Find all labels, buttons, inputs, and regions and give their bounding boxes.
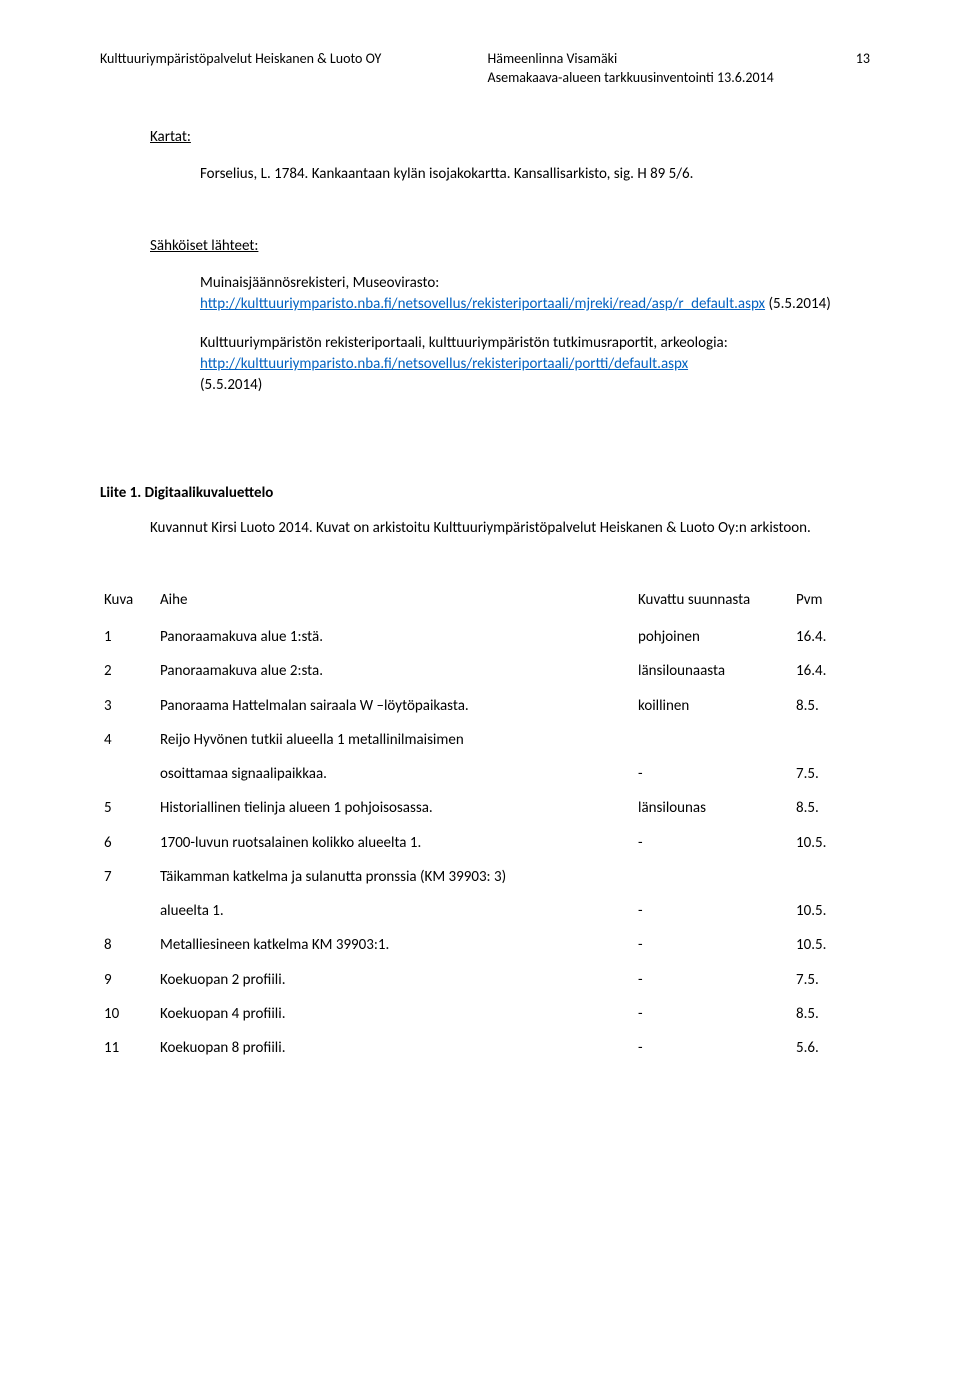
cell-dir: - xyxy=(634,894,792,928)
cell-dir: - xyxy=(634,928,792,962)
table-row: 4Reijo Hyvönen tutkii alueella 1 metalli… xyxy=(100,723,870,757)
table-row: 8Metalliesineen katkelma KM 39903:1.-10.… xyxy=(100,928,870,962)
table-row: alueelta 1.-10.5. xyxy=(100,894,870,928)
cell-pvm: 7.5. xyxy=(792,757,870,791)
cell-pvm: 10.5. xyxy=(792,928,870,962)
cell-aihe: Panoraamakuva alue 1:stä. xyxy=(156,620,634,654)
sahkoiset-entry-2: Kulttuuriympäristön rekisteriportaali, k… xyxy=(200,333,870,396)
cell-dir xyxy=(634,860,792,894)
cell-pvm: 16.4. xyxy=(792,654,870,688)
cell-kuva: 5 xyxy=(100,791,156,825)
table-row: 2Panoraamakuva alue 2:sta.länsilounaasta… xyxy=(100,654,870,688)
header-center: Hämeenlinna Visamäki Asemakaava-alueen t… xyxy=(448,50,774,88)
cell-aihe: Koekuopan 8 profiili. xyxy=(156,1031,634,1065)
cell-pvm: 8.5. xyxy=(792,791,870,825)
th-dir: Kuvattu suunnasta xyxy=(634,583,792,620)
table-row: 11Koekuopan 8 profiili.-5.6. xyxy=(100,1031,870,1065)
header-left: Kulttuuriympäristöpalvelut Heiskanen & L… xyxy=(100,50,381,88)
table-row: 7Täikamman katkelma ja sulanutta pronssi… xyxy=(100,860,870,894)
cell-aihe: Koekuopan 2 profiili. xyxy=(156,963,634,997)
th-kuva: Kuva xyxy=(100,583,156,620)
cell-dir: - xyxy=(634,963,792,997)
cell-aihe: Panoraamakuva alue 2:sta. xyxy=(156,654,634,688)
kartat-heading: Kartat: xyxy=(150,128,870,146)
header-title: Hämeenlinna Visamäki xyxy=(488,50,774,69)
th-pvm: Pvm xyxy=(792,583,870,620)
cell-dir: koillinen xyxy=(634,689,792,723)
cell-kuva: 3 xyxy=(100,689,156,723)
cell-pvm: 10.5. xyxy=(792,894,870,928)
sahkoiset-entry-1: Muinaisjäännösrekisteri, Museovirasto: h… xyxy=(200,273,870,315)
cell-dir xyxy=(634,723,792,757)
entry2-date: (5.5.2014) xyxy=(200,376,262,394)
cell-aihe: Reijo Hyvönen tutkii alueella 1 metallin… xyxy=(156,723,634,757)
kartat-entry: Forselius, L. 1784. Kankaantaan kylän is… xyxy=(200,164,870,185)
cell-kuva xyxy=(100,757,156,791)
cell-pvm: 8.5. xyxy=(792,689,870,723)
cell-kuva: 1 xyxy=(100,620,156,654)
cell-dir: pohjoinen xyxy=(634,620,792,654)
entry2-text: Kulttuuriympäristön rekisteriportaali, k… xyxy=(200,334,728,352)
th-aihe: Aihe xyxy=(156,583,634,620)
table-row: 10Koekuopan 4 profiili.-8.5. xyxy=(100,997,870,1031)
kartat-section: Kartat: Forselius, L. 1784. Kankaantaan … xyxy=(150,128,870,185)
cell-pvm: 10.5. xyxy=(792,826,870,860)
cell-dir: - xyxy=(634,1031,792,1065)
cell-aihe: 1700-luvun ruotsalainen kolikko alueelta… xyxy=(156,826,634,860)
entry1-link[interactable]: http://kulttuuriymparisto.nba.fi/netsove… xyxy=(200,295,765,313)
cell-dir: - xyxy=(634,757,792,791)
table-row: 3Panoraama Hattelmalan sairaala W –löytö… xyxy=(100,689,870,723)
liite-title: Liite 1. Digitaalikuvaluettelo xyxy=(100,484,870,502)
cell-pvm: 8.5. xyxy=(792,997,870,1031)
cell-aihe: osoittamaa signaalipaikkaa. xyxy=(156,757,634,791)
cell-kuva: 10 xyxy=(100,997,156,1031)
table-row: 5Historiallinen tielinja alueen 1 pohjoi… xyxy=(100,791,870,825)
entry1-date: (5.5.2014) xyxy=(765,295,831,313)
cell-pvm: 5.6. xyxy=(792,1031,870,1065)
table-row: 9Koekuopan 2 profiili.-7.5. xyxy=(100,963,870,997)
cell-aihe: Panoraama Hattelmalan sairaala W –löytöp… xyxy=(156,689,634,723)
cell-pvm xyxy=(792,860,870,894)
cell-kuva: 9 xyxy=(100,963,156,997)
cell-kuva: 8 xyxy=(100,928,156,962)
table-header-row: Kuva Aihe Kuvattu suunnasta Pvm xyxy=(100,583,870,620)
cell-kuva xyxy=(100,894,156,928)
cell-aihe: Täikamman katkelma ja sulanutta pronssia… xyxy=(156,860,634,894)
table-row: 1Panoraamakuva alue 1:stä.pohjoinen16.4. xyxy=(100,620,870,654)
cell-kuva: 7 xyxy=(100,860,156,894)
cell-kuva: 6 xyxy=(100,826,156,860)
header-subtitle: Asemakaava-alueen tarkkuusinventointi 13… xyxy=(488,69,774,88)
cell-pvm: 16.4. xyxy=(792,620,870,654)
cell-pvm: 7.5. xyxy=(792,963,870,997)
cell-aihe: Metalliesineen katkelma KM 39903:1. xyxy=(156,928,634,962)
cell-kuva: 2 xyxy=(100,654,156,688)
page-number: 13 xyxy=(840,50,870,88)
cell-dir: länsilounaasta xyxy=(634,654,792,688)
cell-aihe: Historiallinen tielinja alueen 1 pohjois… xyxy=(156,791,634,825)
cell-kuva: 4 xyxy=(100,723,156,757)
sahkoiset-heading: Sähköiset lähteet: xyxy=(150,237,870,255)
cell-kuva: 11 xyxy=(100,1031,156,1065)
cell-dir: - xyxy=(634,997,792,1031)
sahkoiset-section: Sähköiset lähteet: Muinaisjäännösrekiste… xyxy=(150,237,870,396)
liite-intro: Kuvannut Kirsi Luoto 2014. Kuvat on arki… xyxy=(150,518,870,539)
table-row: osoittamaa signaalipaikkaa.-7.5. xyxy=(100,757,870,791)
photo-table: Kuva Aihe Kuvattu suunnasta Pvm 1Panoraa… xyxy=(100,583,870,1066)
table-row: 61700-luvun ruotsalainen kolikko alueelt… xyxy=(100,826,870,860)
cell-aihe: Koekuopan 4 profiili. xyxy=(156,997,634,1031)
cell-aihe: alueelta 1. xyxy=(156,894,634,928)
cell-pvm xyxy=(792,723,870,757)
page-header: Kulttuuriympäristöpalvelut Heiskanen & L… xyxy=(100,50,870,88)
cell-dir: länsilounas xyxy=(634,791,792,825)
entry2-link[interactable]: http://kulttuuriymparisto.nba.fi/netsove… xyxy=(200,355,688,373)
cell-dir: - xyxy=(634,826,792,860)
entry1-text: Muinaisjäännösrekisteri, Museovirasto: xyxy=(200,274,439,292)
document-page: Kulttuuriympäristöpalvelut Heiskanen & L… xyxy=(0,0,960,1380)
